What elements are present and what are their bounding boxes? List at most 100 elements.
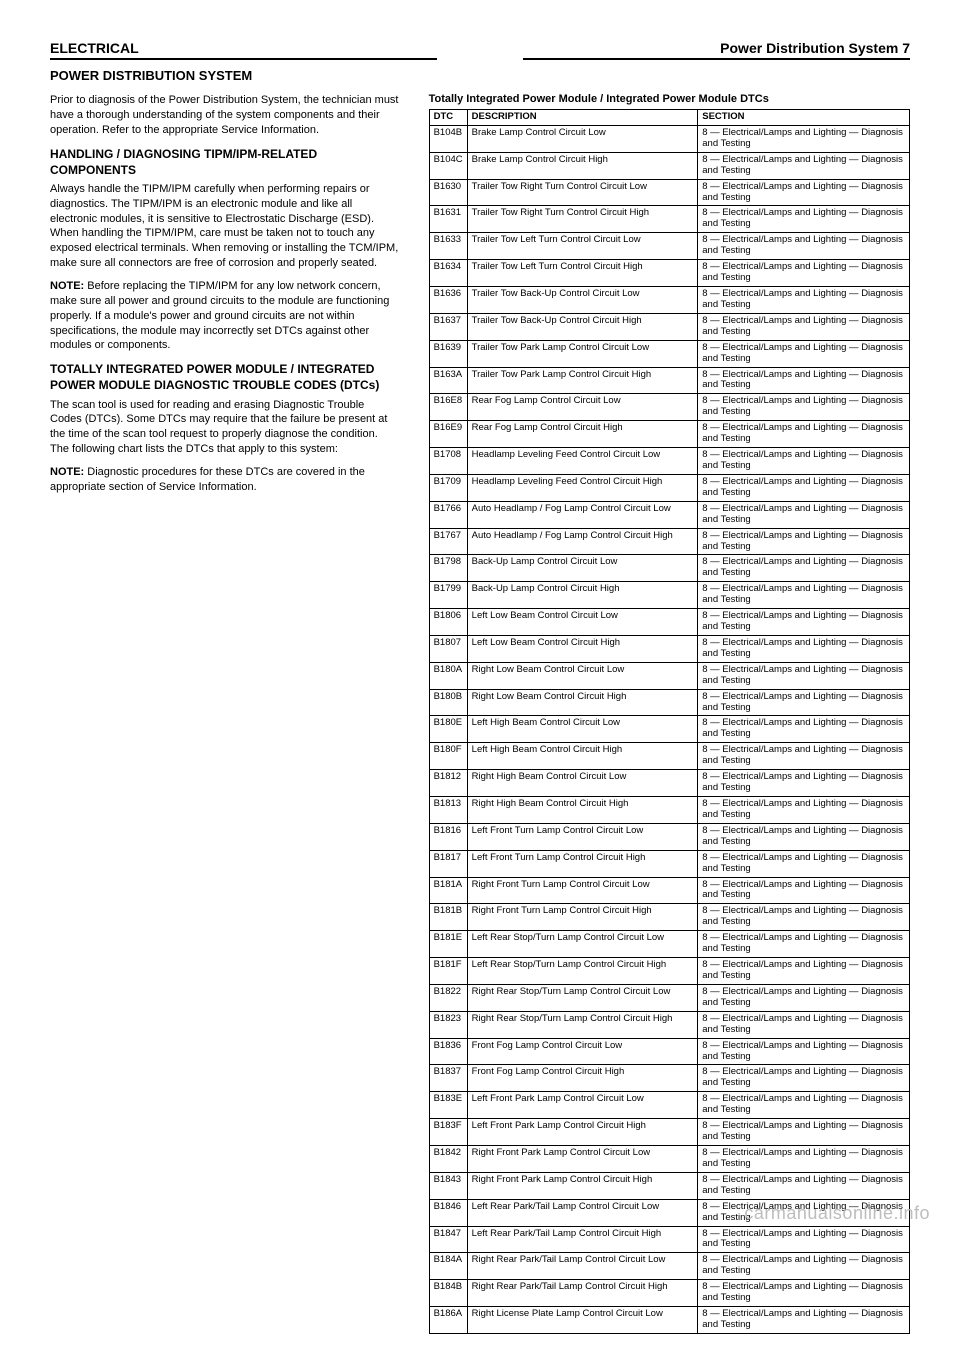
table-row: B184ARight Rear Park/Tail Lamp Control C…: [429, 1253, 909, 1280]
table-cell: B1817: [429, 850, 467, 877]
note-text: Before replacing the TIPM/IPM for any lo…: [50, 280, 389, 351]
table-cell: 8 — Electrical/Lamps and Lighting — Diag…: [698, 394, 910, 421]
table-cell: 8 — Electrical/Lamps and Lighting — Diag…: [698, 448, 910, 475]
table-cell: Right Rear Park/Tail Lamp Control Circui…: [467, 1280, 698, 1307]
table-row: B1636Trailer Tow Back-Up Control Circuit…: [429, 286, 909, 313]
table-row: B184BRight Rear Park/Tail Lamp Control C…: [429, 1280, 909, 1307]
table-row: B183ELeft Front Park Lamp Control Circui…: [429, 1092, 909, 1119]
table-cell: B181B: [429, 904, 467, 931]
left-column: Prior to diagnosis of the Power Distribu…: [50, 93, 399, 1334]
table-row: B180BRight Low Beam Control Circuit High…: [429, 689, 909, 716]
table-row: B1708Headlamp Leveling Feed Control Circ…: [429, 448, 909, 475]
table-cell: 8 — Electrical/Lamps and Lighting — Diag…: [698, 689, 910, 716]
table-cell: Left Rear Stop/Turn Lamp Control Circuit…: [467, 958, 698, 985]
table-row: B1822Right Rear Stop/Turn Lamp Control C…: [429, 984, 909, 1011]
table-cell: B1846: [429, 1199, 467, 1226]
table-cell: 8 — Electrical/Lamps and Lighting — Diag…: [698, 770, 910, 797]
table-cell: B1822: [429, 984, 467, 1011]
table-cell: Right Rear Park/Tail Lamp Control Circui…: [467, 1253, 698, 1280]
note-text-2: Diagnostic procedures for these DTCs are…: [50, 466, 365, 493]
table-cell: B163A: [429, 367, 467, 394]
table-cell: B1766: [429, 501, 467, 528]
table-row: B1798Back-Up Lamp Control Circuit Low8 —…: [429, 555, 909, 582]
table-cell: Right Low Beam Control Circuit Low: [467, 662, 698, 689]
table-cell: B183F: [429, 1119, 467, 1146]
table-cell: B16E8: [429, 394, 467, 421]
table-cell: B1837: [429, 1065, 467, 1092]
table-cell: B1813: [429, 797, 467, 824]
table-cell: 8 — Electrical/Lamps and Lighting — Diag…: [698, 931, 910, 958]
table-cell: Right Front Turn Lamp Control Circuit Hi…: [467, 904, 698, 931]
table-row: B1843Right Front Park Lamp Control Circu…: [429, 1172, 909, 1199]
table-row: B186ARight License Plate Lamp Control Ci…: [429, 1307, 909, 1334]
table-row: B1836Front Fog Lamp Control Circuit Low8…: [429, 1038, 909, 1065]
table-cell: 8 — Electrical/Lamps and Lighting — Diag…: [698, 1119, 910, 1146]
table-row: B181FLeft Rear Stop/Turn Lamp Control Ci…: [429, 958, 909, 985]
table-cell: 8 — Electrical/Lamps and Lighting — Diag…: [698, 877, 910, 904]
table-row: B181BRight Front Turn Lamp Control Circu…: [429, 904, 909, 931]
table-row: B1823Right Rear Stop/Turn Lamp Control C…: [429, 1011, 909, 1038]
table-cell: Right High Beam Control Circuit High: [467, 797, 698, 824]
table-cell: Trailer Tow Back-Up Control Circuit High: [467, 313, 698, 340]
table-cell: 8 — Electrical/Lamps and Lighting — Diag…: [698, 797, 910, 824]
table-cell: 8 — Electrical/Lamps and Lighting — Diag…: [698, 260, 910, 287]
table-row: B1767Auto Headlamp / Fog Lamp Control Ci…: [429, 528, 909, 555]
note-block-2: NOTE: Diagnostic procedures for these DT…: [50, 465, 399, 495]
table-cell: Left Front Turn Lamp Control Circuit Low: [467, 823, 698, 850]
table-cell: Brake Lamp Control Circuit High: [467, 152, 698, 179]
table-cell: B1633: [429, 233, 467, 260]
table-cell: Right Front Park Lamp Control Circuit Hi…: [467, 1172, 698, 1199]
table-cell: Left High Beam Control Circuit High: [467, 743, 698, 770]
col-dtc: DTC: [429, 110, 467, 126]
table-row: B1634Trailer Tow Left Turn Control Circu…: [429, 260, 909, 287]
table-row: B1631Trailer Tow Right Turn Control Circ…: [429, 206, 909, 233]
table-row: B1817Left Front Turn Lamp Control Circui…: [429, 850, 909, 877]
table-cell: B1637: [429, 313, 467, 340]
table-cell: Front Fog Lamp Control Circuit High: [467, 1065, 698, 1092]
table-cell: Left Front Park Lamp Control Circuit Hig…: [467, 1119, 698, 1146]
table-cell: 8 — Electrical/Lamps and Lighting — Diag…: [698, 662, 910, 689]
table-cell: 8 — Electrical/Lamps and Lighting — Diag…: [698, 152, 910, 179]
header-right: Power Distribution System 7: [523, 40, 910, 60]
table-cell: 8 — Electrical/Lamps and Lighting — Diag…: [698, 823, 910, 850]
table-cell: B1823: [429, 1011, 467, 1038]
table-cell: B180E: [429, 716, 467, 743]
table-row: B180ELeft High Beam Control Circuit Low8…: [429, 716, 909, 743]
intro-paragraph: Prior to diagnosis of the Power Distribu…: [50, 93, 399, 138]
table-cell: 8 — Electrical/Lamps and Lighting — Diag…: [698, 904, 910, 931]
table-cell: B1631: [429, 206, 467, 233]
table-cell: B184A: [429, 1253, 467, 1280]
table-row: B104BBrake Lamp Control Circuit Low8 — E…: [429, 125, 909, 152]
table-row: B1816Left Front Turn Lamp Control Circui…: [429, 823, 909, 850]
table-cell: Trailer Tow Park Lamp Control Circuit Lo…: [467, 340, 698, 367]
table-cell: B1709: [429, 474, 467, 501]
table-cell: B180A: [429, 662, 467, 689]
table-cell: 8 — Electrical/Lamps and Lighting — Diag…: [698, 1172, 910, 1199]
table-cell: Auto Headlamp / Fog Lamp Control Circuit…: [467, 501, 698, 528]
table-cell: Rear Fog Lamp Control Circuit Low: [467, 394, 698, 421]
table-cell: Right Front Park Lamp Control Circuit Lo…: [467, 1145, 698, 1172]
table-cell: B1843: [429, 1172, 467, 1199]
table-cell: B1767: [429, 528, 467, 555]
table-cell: B104C: [429, 152, 467, 179]
table-row: B1806Left Low Beam Control Circuit Low8 …: [429, 609, 909, 636]
table-cell: Left Rear Park/Tail Lamp Control Circuit…: [467, 1226, 698, 1253]
table-cell: Right Front Turn Lamp Control Circuit Lo…: [467, 877, 698, 904]
table-cell: B1634: [429, 260, 467, 287]
table-row: B1807Left Low Beam Control Circuit High8…: [429, 635, 909, 662]
table-row: B163ATrailer Tow Park Lamp Control Circu…: [429, 367, 909, 394]
table-cell: B1816: [429, 823, 467, 850]
content-columns: Prior to diagnosis of the Power Distribu…: [50, 93, 910, 1334]
dtc-table: DTC DESCRIPTION SECTION B104BBrake Lamp …: [429, 109, 910, 1334]
page-content: ELECTRICAL Power Distribution System 7 P…: [0, 0, 960, 1364]
table-cell: Left Rear Park/Tail Lamp Control Circuit…: [467, 1199, 698, 1226]
table-cell: Trailer Tow Back-Up Control Circuit Low: [467, 286, 698, 313]
table-cell: B186A: [429, 1307, 467, 1334]
table-row: B1766Auto Headlamp / Fog Lamp Control Ci…: [429, 501, 909, 528]
table-cell: Right High Beam Control Circuit Low: [467, 770, 698, 797]
table-row: B181ELeft Rear Stop/Turn Lamp Control Ci…: [429, 931, 909, 958]
table-cell: Right Rear Stop/Turn Lamp Control Circui…: [467, 984, 698, 1011]
table-cell: 8 — Electrical/Lamps and Lighting — Diag…: [698, 179, 910, 206]
table-header-row: DTC DESCRIPTION SECTION: [429, 110, 909, 126]
table-row: B180FLeft High Beam Control Circuit High…: [429, 743, 909, 770]
